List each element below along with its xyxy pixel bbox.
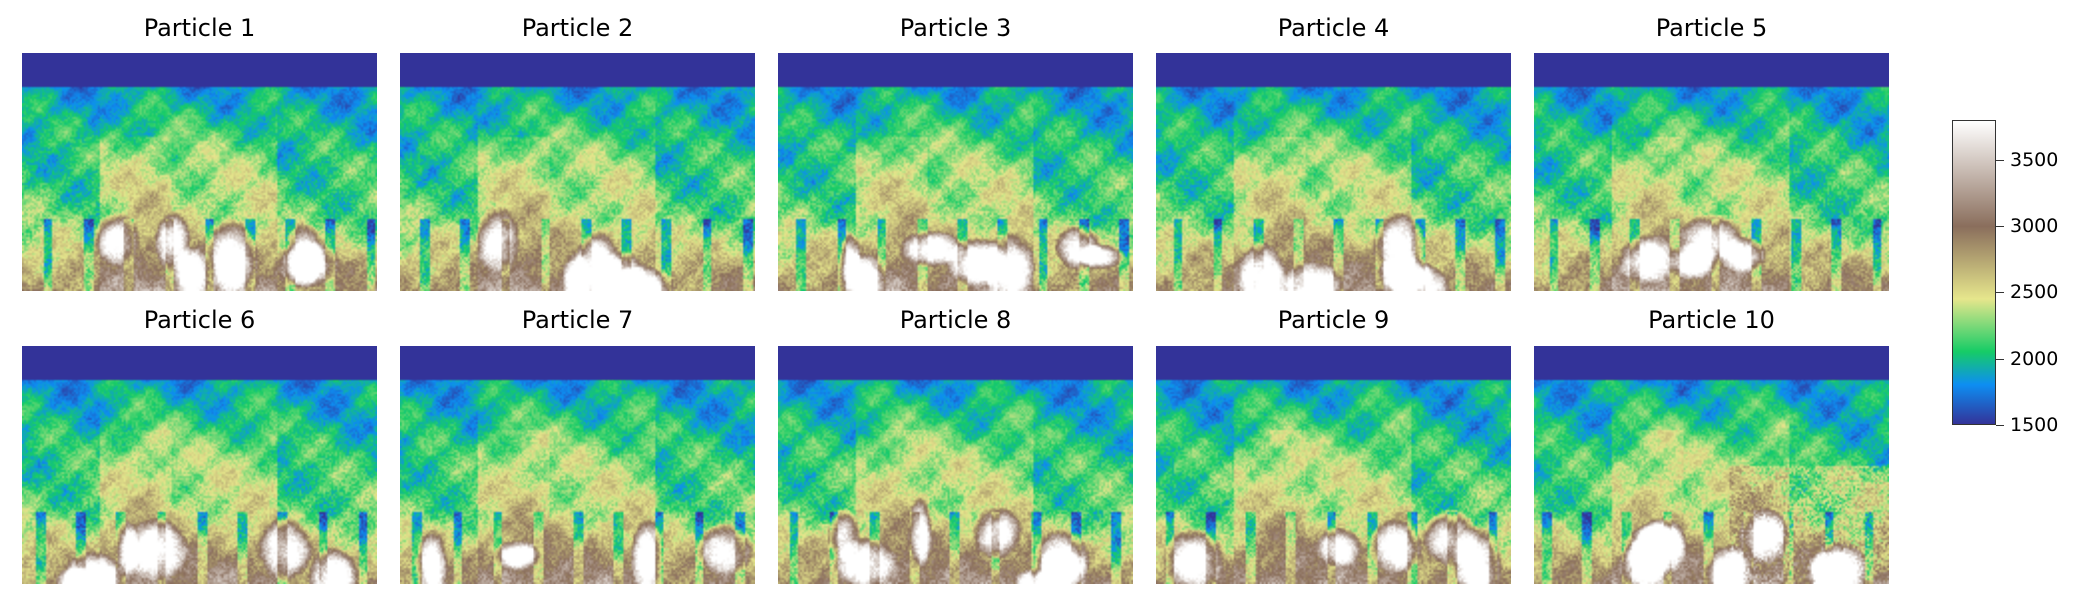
velocity-map xyxy=(1156,346,1511,584)
panel-title: Particle 1 xyxy=(143,14,256,42)
heatmap-panel: Particle 6 xyxy=(22,306,377,584)
colorbar-tick xyxy=(1996,292,2004,293)
velocity-map xyxy=(1534,53,1889,291)
colorbar-tick xyxy=(1996,425,2004,426)
panel-title: Particle 8 xyxy=(899,306,1012,334)
heatmap-panel: Particle 3 xyxy=(778,14,1133,291)
colorbar-tick-label: 2000 xyxy=(2010,348,2059,370)
heatmap-panel: Particle 1 xyxy=(22,14,377,291)
colorbar-tick-label: 1500 xyxy=(2010,414,2059,436)
velocity-map xyxy=(778,346,1133,584)
panel-title: Particle 3 xyxy=(899,14,1012,42)
panel-title: Particle 5 xyxy=(1655,14,1768,42)
velocity-map xyxy=(22,346,377,584)
velocity-map xyxy=(400,346,755,584)
colorbar-tick xyxy=(1996,359,2004,360)
panel-title: Particle 2 xyxy=(521,14,634,42)
heatmap-panel: Particle 5 xyxy=(1534,14,1889,291)
heatmap-panel: Particle 4 xyxy=(1156,14,1511,291)
heatmap-panel: Particle 9 xyxy=(1156,306,1511,584)
velocity-map xyxy=(400,53,755,291)
colorbar-tick xyxy=(1996,226,2004,227)
heatmap-panel: Particle 2 xyxy=(400,14,755,291)
panel-title: Particle 10 xyxy=(1648,306,1775,334)
panel-title: Particle 7 xyxy=(521,306,634,334)
panel-title: Particle 4 xyxy=(1277,14,1390,42)
heatmap-panel: Particle 7 xyxy=(400,306,755,584)
velocity-map xyxy=(1534,346,1889,584)
heatmap-panel: Particle 10 xyxy=(1534,306,1889,584)
colorbar xyxy=(1952,120,1996,425)
velocity-map xyxy=(22,53,377,291)
colorbar-tick-label: 2500 xyxy=(2010,281,2059,303)
panel-title: Particle 9 xyxy=(1277,306,1390,334)
colorbar-tick xyxy=(1996,160,2004,161)
colorbar-tick-label: 3500 xyxy=(2010,149,2059,171)
velocity-map xyxy=(778,53,1133,291)
velocity-map xyxy=(1156,53,1511,291)
heatmap-panel: Particle 8 xyxy=(778,306,1133,584)
panel-title: Particle 6 xyxy=(143,306,256,334)
colorbar-tick-label: 3000 xyxy=(2010,215,2059,237)
